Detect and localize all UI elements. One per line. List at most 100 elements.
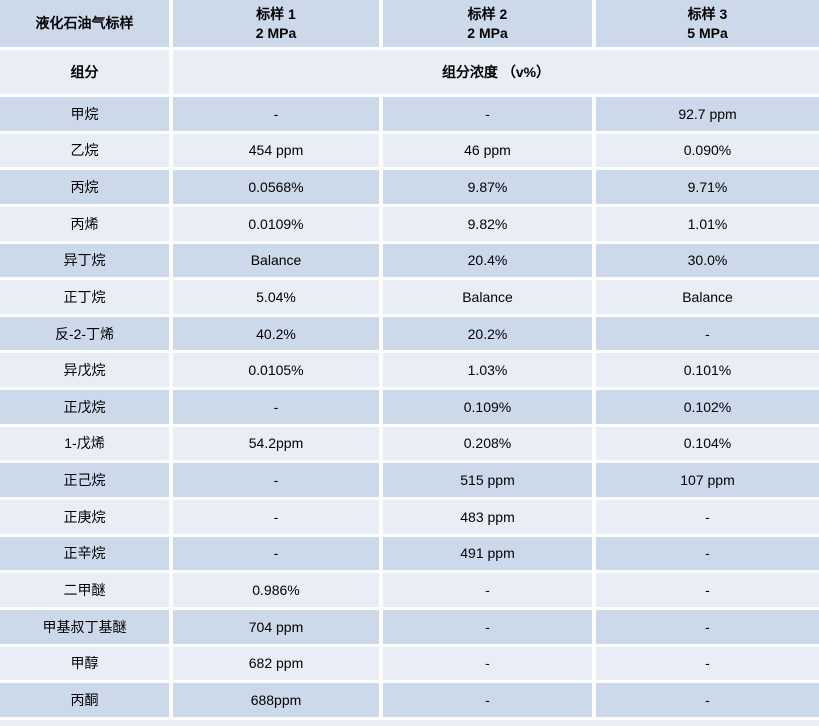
component-name-cell: 甲烷 bbox=[0, 97, 169, 131]
value-cell: 682 ppm bbox=[173, 646, 379, 681]
component-name-cell: 丙烷 bbox=[0, 170, 169, 204]
value-cell: 0.208% bbox=[383, 426, 592, 461]
value-cell: 1.03% bbox=[383, 353, 592, 388]
value-cell: 515 ppm bbox=[383, 463, 592, 498]
sample-3-name: 标样 3 bbox=[687, 6, 728, 23]
value-cell: - bbox=[383, 609, 592, 644]
value-cell: - bbox=[173, 463, 379, 498]
value-cell: - bbox=[173, 97, 379, 131]
component-name-cell: 1-戊烯 bbox=[0, 426, 169, 461]
component-name-cell: 正辛烷 bbox=[0, 536, 169, 571]
sample-2-name: 标样 2 bbox=[467, 6, 508, 23]
component-name-cell: 异丁烷 bbox=[0, 243, 169, 278]
table-row: 异戊烷 0.0105% 1.03% 0.101% bbox=[0, 353, 819, 388]
value-cell: 46 ppm bbox=[383, 133, 592, 168]
component-name-cell: 反-2-丁烯 bbox=[0, 316, 169, 351]
value-cell: 491 ppm bbox=[383, 536, 592, 571]
sample-1-name: 标样 1 bbox=[256, 6, 296, 23]
value-cell: Balance bbox=[596, 280, 819, 314]
value-cell: 0.109% bbox=[383, 390, 592, 424]
sample-1-header-cell: 标样 1 2 MPa bbox=[173, 0, 379, 47]
value-cell: 9.82% bbox=[383, 206, 592, 241]
value-cell: 483 ppm bbox=[383, 500, 592, 534]
table-row: 异丁烷 Balance 20.4% 30.0% bbox=[0, 243, 819, 278]
value-cell: 0.101% bbox=[596, 353, 819, 388]
value-cell: 54.2ppm bbox=[173, 426, 379, 461]
component-name-cell: 甲基叔丁基醚 bbox=[0, 609, 169, 644]
concentration-merged-header: 组分浓度 （v%） bbox=[173, 50, 819, 94]
value-cell: 20.4% bbox=[383, 243, 592, 278]
table-row: 正丁烷 5.04% Balance Balance bbox=[0, 280, 819, 314]
component-column-header: 组分 bbox=[0, 50, 169, 94]
corner-header-cell: 液化石油气标样 bbox=[0, 0, 169, 47]
table-subheader-row: 组分 组分浓度 （v%） bbox=[0, 50, 819, 94]
value-cell: - bbox=[383, 646, 592, 681]
table-row: 二甲醚 0.986% - - bbox=[0, 573, 819, 607]
value-cell: - bbox=[596, 536, 819, 571]
value-cell: - bbox=[383, 573, 592, 607]
value-cell: 1.01% bbox=[596, 206, 819, 241]
table-row: 甲醇 682 ppm - - bbox=[0, 646, 819, 681]
component-name-cell: 甲醇 bbox=[0, 646, 169, 681]
value-cell: 40.2% bbox=[173, 316, 379, 351]
table-bottom-border bbox=[0, 719, 819, 726]
component-name-cell: 二甲醚 bbox=[0, 573, 169, 607]
value-cell: - bbox=[596, 646, 819, 681]
value-cell: - bbox=[173, 390, 379, 424]
value-cell: - bbox=[173, 500, 379, 534]
value-cell: - bbox=[596, 609, 819, 644]
value-cell: 20.2% bbox=[383, 316, 592, 351]
value-cell: 5.04% bbox=[173, 280, 379, 314]
table-header-row: 液化石油气标样 标样 1 2 MPa 标样 2 2 MPa 标样 3 5 MPa bbox=[0, 0, 819, 47]
table-row: 1-戊烯 54.2ppm 0.208% 0.104% bbox=[0, 426, 819, 461]
component-name-cell: 丙烯 bbox=[0, 206, 169, 241]
table-row: 丙酮 688ppm - - bbox=[0, 683, 819, 717]
component-name-cell: 正己烷 bbox=[0, 463, 169, 498]
table-row: 正庚烷 -483 ppm - bbox=[0, 500, 819, 534]
value-cell: 0.0109% bbox=[173, 206, 379, 241]
component-name-cell: 乙烷 bbox=[0, 133, 169, 168]
component-name-cell: 正戊烷 bbox=[0, 390, 169, 424]
value-cell: - bbox=[596, 683, 819, 717]
value-cell: 0.102% bbox=[596, 390, 819, 424]
value-cell: 704 ppm bbox=[173, 609, 379, 644]
sample-2-header-cell: 标样 2 2 MPa bbox=[383, 0, 592, 47]
value-cell: 688ppm bbox=[173, 683, 379, 717]
component-name-cell: 异戊烷 bbox=[0, 353, 169, 388]
table-row: 正戊烷 -0.109% 0.102% bbox=[0, 390, 819, 424]
table-row: 甲基叔丁基醚 704 ppm - - bbox=[0, 609, 819, 644]
value-cell: - bbox=[596, 573, 819, 607]
value-cell: Balance bbox=[173, 243, 379, 278]
component-name-cell: 丙酮 bbox=[0, 683, 169, 717]
value-cell: 454 ppm bbox=[173, 133, 379, 168]
value-cell: - bbox=[383, 97, 592, 131]
value-cell: 0.090% bbox=[596, 133, 819, 168]
table-row: 乙烷 454 ppm 46 ppm 0.090% bbox=[0, 133, 819, 168]
sample-3-pressure: 5 MPa bbox=[687, 24, 728, 41]
table-row: 丙烷 0.0568% 9.87% 9.71% bbox=[0, 170, 819, 204]
value-cell: 9.71% bbox=[596, 170, 819, 204]
component-name-cell: 正丁烷 bbox=[0, 280, 169, 314]
table-row: 甲烷 - -92.7 ppm bbox=[0, 97, 819, 131]
value-cell: 0.986% bbox=[173, 573, 379, 607]
value-cell: 9.87% bbox=[383, 170, 592, 204]
component-name-cell: 正庚烷 bbox=[0, 500, 169, 534]
value-cell: - bbox=[596, 500, 819, 534]
table-row: 正辛烷 -491 ppm - bbox=[0, 536, 819, 571]
value-cell: 107 ppm bbox=[596, 463, 819, 498]
value-cell: 0.104% bbox=[596, 426, 819, 461]
sample-1-pressure: 2 MPa bbox=[255, 24, 297, 41]
sample-3-header-cell: 标样 3 5 MPa bbox=[596, 0, 819, 47]
value-cell: 30.0% bbox=[596, 243, 819, 278]
value-cell: - bbox=[173, 536, 379, 571]
sample-2-pressure: 2 MPa bbox=[467, 24, 508, 41]
value-cell: - bbox=[596, 316, 819, 351]
value-cell: - bbox=[383, 683, 592, 717]
value-cell: 0.0105% bbox=[173, 353, 379, 388]
table-row: 反-2-丁烯 40.2% 20.2% - bbox=[0, 316, 819, 351]
table-row: 正己烷 -515 ppm 107 ppm bbox=[0, 463, 819, 498]
value-cell: 92.7 ppm bbox=[596, 97, 819, 131]
value-cell: Balance bbox=[383, 280, 592, 314]
table-row: 丙烯 0.0109% 9.82% 1.01% bbox=[0, 206, 819, 241]
